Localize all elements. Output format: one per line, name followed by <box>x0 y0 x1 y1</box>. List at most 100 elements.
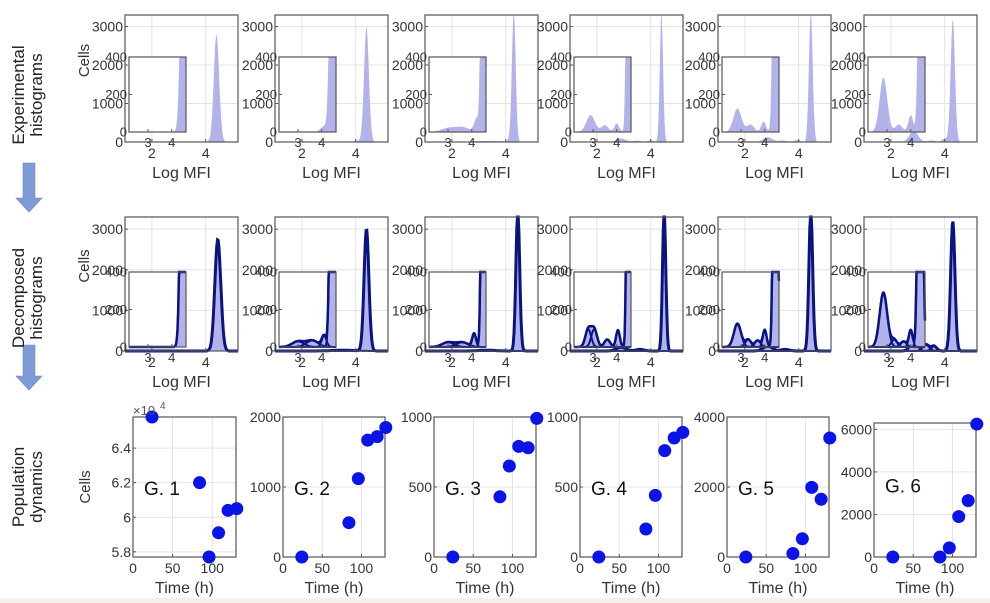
y-tick-label: 4000 <box>841 464 872 480</box>
x-tick-label: 4 <box>202 354 210 370</box>
y-tick-label: 4000 <box>694 409 725 425</box>
y-tick-label: 2000 <box>831 57 862 73</box>
x-tick-label: 100 <box>201 560 225 576</box>
data-point <box>639 522 653 536</box>
y-tick-label: 400 <box>255 265 277 280</box>
y-tick-label: 3000 <box>685 19 716 35</box>
y-tick-label: 2000 <box>92 57 123 73</box>
y-tick-label: 200 <box>255 87 277 102</box>
data-point <box>658 444 672 458</box>
axes-background <box>574 57 631 132</box>
x-tick-label: 4 <box>202 145 210 161</box>
x-tick-label: 2 <box>593 354 601 370</box>
y-tick-label: 1000 <box>547 409 578 425</box>
down-arrow-icon <box>15 344 43 391</box>
axes-background <box>722 57 779 132</box>
axes-frame <box>124 14 239 143</box>
axes-frame <box>569 14 684 143</box>
data-point <box>502 459 516 473</box>
row-arrows <box>15 162 43 391</box>
y-tick-label: 0 <box>120 340 127 355</box>
y-tick-label: 200 <box>255 302 277 317</box>
y-tick-label: 0 <box>415 134 423 150</box>
y-tick-label: 2000 <box>694 479 725 495</box>
y-tick-label: 0 <box>120 125 127 140</box>
x-tick-label: 4 <box>168 135 175 150</box>
y-tick-label: 2000 <box>537 262 568 278</box>
population-panel-1: 0 50 100 5.8 6 6.2 6.4 G. 1 Time (h) Cells ×10 4 <box>77 401 244 597</box>
x-tick-label: 100 <box>501 560 525 576</box>
y-tick-label: 0 <box>859 340 866 355</box>
inset-axes: 3 4 0 200 400 <box>255 50 337 150</box>
row-label-line1: Experimental <box>9 45 28 144</box>
histogram-area <box>425 15 538 142</box>
data-point <box>379 421 393 434</box>
y-tick-label: 0 <box>560 134 568 150</box>
data-point <box>521 441 535 455</box>
inset-axes: 3 4 0 200 400 <box>698 265 781 365</box>
x-axis-label: Log MFI <box>745 165 804 182</box>
population-panel-5: 0 50 100 0 2000 4000 G. 5 Time (h) <box>694 409 837 597</box>
axes-frame <box>863 216 978 352</box>
inset-axes: 3 4 0 200 400 <box>105 265 187 365</box>
y-tick-label: 3000 <box>831 221 862 237</box>
x-tick-label: 4 <box>941 145 949 161</box>
x-tick-label: 4 <box>502 354 510 370</box>
histogram-area <box>275 230 388 351</box>
y-tick-label: 0 <box>708 343 716 359</box>
y-tick-label: 1000 <box>537 302 568 318</box>
x-tick-label: 4 <box>468 135 475 150</box>
axes-frame <box>569 216 684 352</box>
y-tick-label: 3000 <box>92 19 123 35</box>
x-tick-label: 50 <box>465 560 481 576</box>
x-tick-label: 4 <box>613 350 620 365</box>
data-point <box>961 494 975 508</box>
x-tick-label: 4 <box>352 354 360 370</box>
histogram-area <box>125 35 238 142</box>
row-label-line1: Decomposed <box>9 248 28 348</box>
data-point <box>370 430 384 444</box>
x-tick-label: 4 <box>761 350 768 365</box>
x-tick-label: 4 <box>795 354 803 370</box>
x-tick-label: 2 <box>298 354 306 370</box>
row-label-1: Experimental histograms <box>9 45 46 144</box>
y-tick-label: 0 <box>570 549 578 565</box>
y-tick-label: 400 <box>844 50 866 65</box>
y-axis-label: Cells <box>76 249 93 282</box>
y-tick-label: 2000 <box>92 262 123 278</box>
x-tick-label: 100 <box>350 560 374 576</box>
y-tick-label: 1000 <box>92 302 123 318</box>
y-tick-label: 200 <box>698 87 720 102</box>
y-tick-label: 200 <box>550 302 572 317</box>
y-tick-label: 0 <box>273 549 281 565</box>
data-point <box>212 526 226 540</box>
x-axis-label: Time (h) <box>155 580 214 597</box>
x-axis-label: Log MFI <box>452 165 511 182</box>
data-point <box>295 550 309 564</box>
group-label: G. 2 <box>294 479 330 500</box>
y-tick-label: 400 <box>550 265 572 280</box>
x-tick-label: 4 <box>941 354 949 370</box>
row-label-3: Population dynamics <box>9 447 46 527</box>
group-label: G. 3 <box>445 479 481 500</box>
y-tick-label: 200 <box>405 87 427 102</box>
x-tick-label: 4 <box>761 135 768 150</box>
x-axis-label: Log MFI <box>891 165 950 182</box>
x-tick-label: 3 <box>144 350 151 365</box>
x-tick-label: 4 <box>502 145 510 161</box>
x-axis-label: Log MFI <box>745 374 804 391</box>
y-axis-label: Cells <box>76 44 93 77</box>
data-point <box>592 550 606 564</box>
x-tick-label: 3 <box>883 135 890 150</box>
y-tick-label: 6.2 <box>112 475 132 491</box>
x-tick-label: 50 <box>905 560 921 576</box>
x-tick-label: 2 <box>887 354 895 370</box>
y-tick-label: 0 <box>420 340 427 355</box>
y-tick-label: 2000 <box>242 57 273 73</box>
x-tick-label: 100 <box>647 560 671 576</box>
